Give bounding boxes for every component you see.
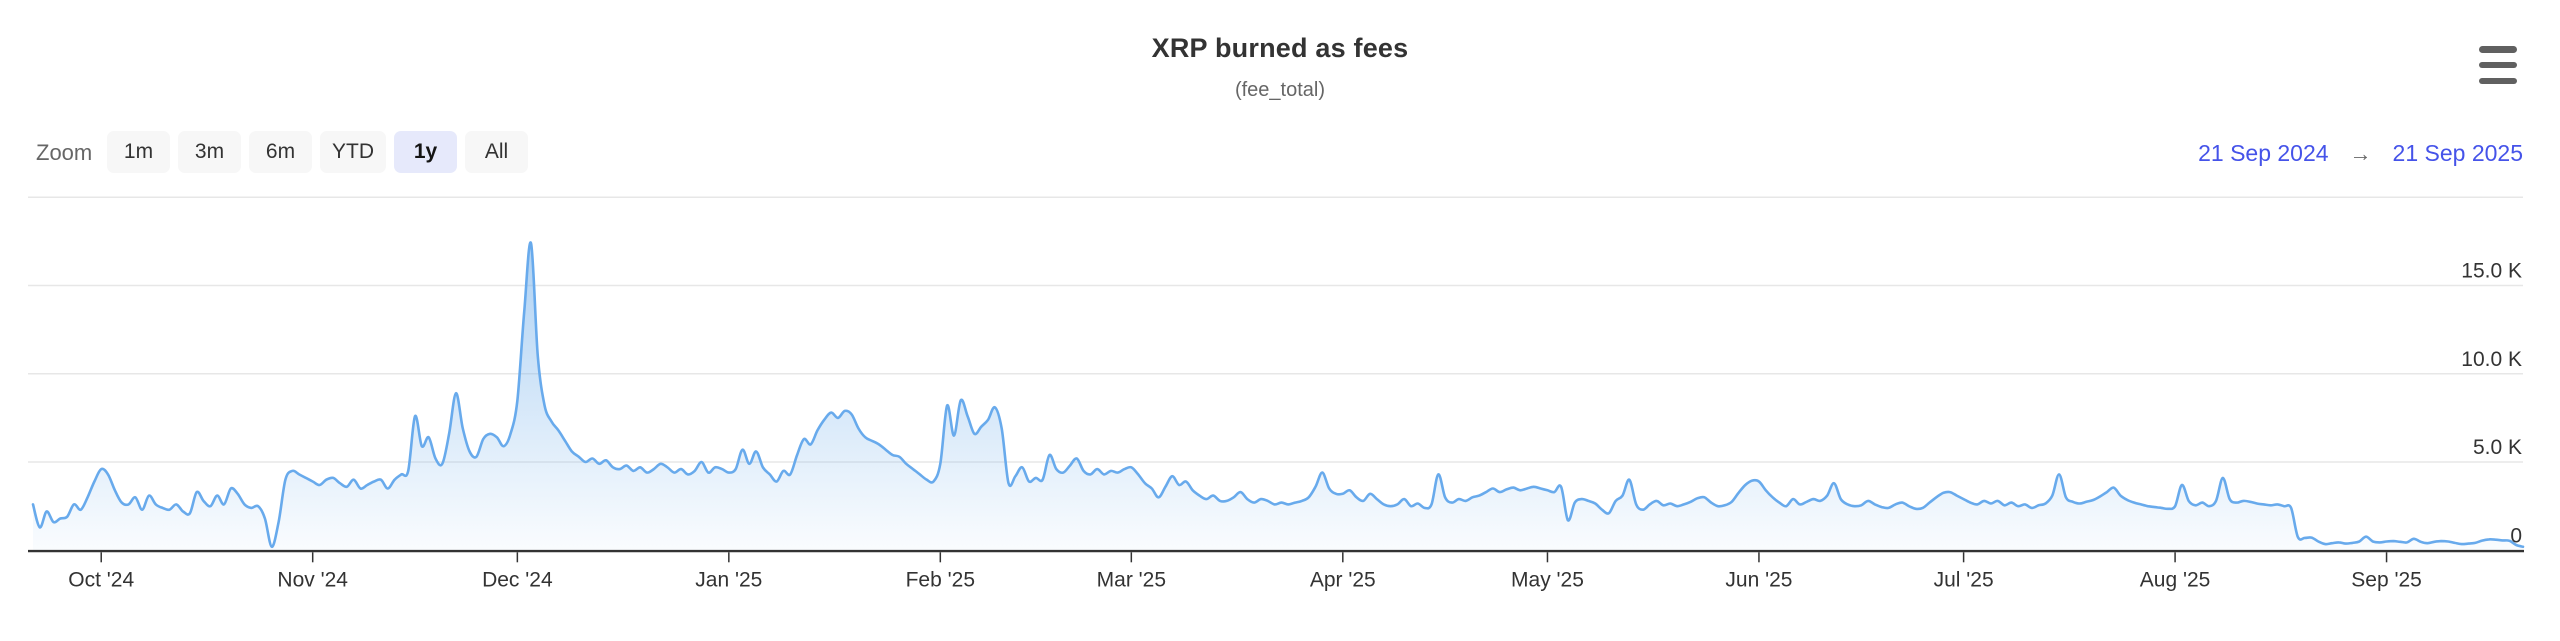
date-range: 21 Sep 2024 → 21 Sep 2025 bbox=[2198, 140, 2523, 167]
zoom-button-1y[interactable]: 1y bbox=[394, 131, 457, 173]
x-axis-label: Oct '24 bbox=[68, 568, 134, 591]
zoom-button-6m[interactable]: 6m bbox=[249, 131, 312, 173]
x-axis-label: Mar '25 bbox=[1097, 568, 1166, 591]
x-axis-label: Nov '24 bbox=[277, 568, 348, 591]
date-to-input[interactable]: 21 Sep 2025 bbox=[2392, 140, 2523, 166]
x-axis-label: Aug '25 bbox=[2140, 568, 2211, 591]
x-axis-label: Apr '25 bbox=[1310, 568, 1376, 591]
x-axis-label: Dec '24 bbox=[482, 568, 553, 591]
series-line bbox=[31, 241, 2525, 549]
y-axis-label: 10.0 K bbox=[2461, 348, 2522, 371]
chart-title: XRP burned as fees bbox=[1151, 33, 1409, 63]
x-axis-label: Sep '25 bbox=[2351, 568, 2422, 591]
context-menu-button[interactable] bbox=[2476, 44, 2520, 86]
zoom-button-ytd[interactable]: YTD bbox=[320, 131, 386, 173]
y-axis-label: 15.0 K bbox=[2461, 260, 2522, 283]
chart-subtitle: (fee_total) bbox=[1234, 79, 1326, 101]
x-axis bbox=[28, 549, 2524, 563]
zoom-label: Zoom bbox=[36, 140, 93, 165]
date-from-input[interactable]: 21 Sep 2024 bbox=[2198, 140, 2329, 166]
x-axis-label: Jul '25 bbox=[1934, 568, 1994, 591]
zoom-button-3m[interactable]: 3m bbox=[178, 131, 241, 173]
x-axis-label: Jun '25 bbox=[1725, 568, 1792, 591]
x-axis-label: Jan '25 bbox=[695, 568, 762, 591]
arrow-right-icon: → bbox=[2349, 140, 2372, 166]
axis-labels: Oct '24 Nov '24 Dec '24 Jan '25 Feb '25 Mar '… bbox=[68, 260, 2522, 592]
zoom-button-1m[interactable]: 1m bbox=[107, 131, 170, 173]
area-fill bbox=[33, 242, 2523, 551]
gridlines bbox=[28, 196, 2523, 463]
range-selector: 1m 3m 6m YTD 1y All bbox=[107, 131, 528, 173]
x-axis-label: May '25 bbox=[1511, 568, 1584, 591]
y-axis-label: 0 bbox=[2510, 524, 2522, 547]
x-axis-label: Feb '25 bbox=[906, 568, 975, 591]
area-series-fee-total bbox=[31, 241, 2525, 551]
zoom-button-all[interactable]: All bbox=[465, 131, 528, 173]
y-axis-label: 5.0 K bbox=[2473, 436, 2522, 459]
hamburger-icon bbox=[2479, 46, 2517, 53]
